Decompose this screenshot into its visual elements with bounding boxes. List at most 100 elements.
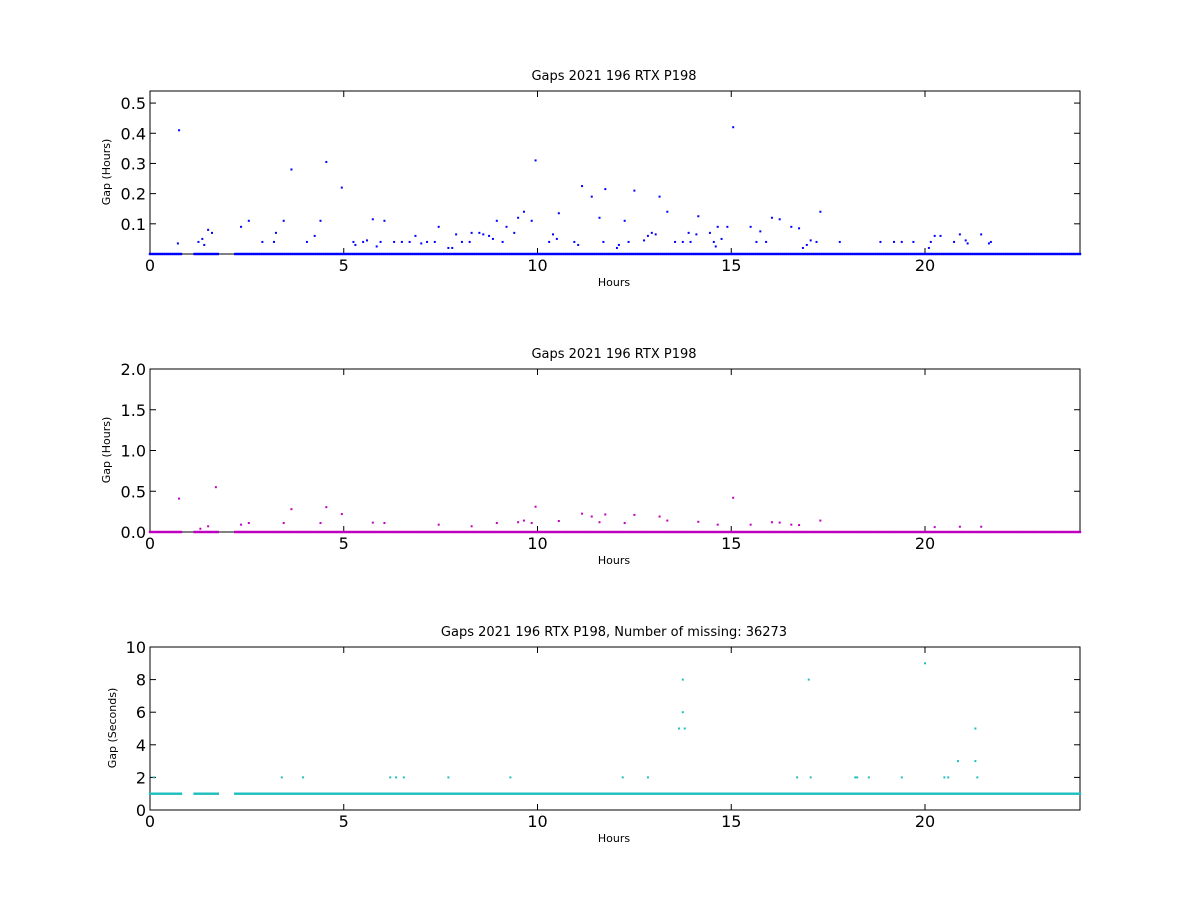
baseline-point bbox=[1018, 252, 1022, 256]
baseline-point bbox=[852, 792, 855, 795]
baseline-point bbox=[340, 252, 344, 256]
baseline-point bbox=[635, 792, 638, 795]
baseline-point bbox=[660, 252, 663, 256]
baseline-point bbox=[563, 530, 566, 534]
baseline-point bbox=[249, 252, 252, 256]
baseline-point bbox=[234, 530, 237, 534]
baseline-point bbox=[735, 792, 739, 795]
baseline-point bbox=[427, 252, 431, 256]
baseline-point bbox=[960, 252, 964, 256]
baseline-point bbox=[278, 792, 282, 795]
baseline-point bbox=[613, 792, 617, 795]
data-point bbox=[152, 776, 155, 779]
baseline-point bbox=[739, 252, 743, 256]
data-point bbox=[513, 231, 516, 234]
baseline-point bbox=[214, 252, 218, 256]
panel-1-xlabel: Hours bbox=[598, 276, 630, 289]
baseline-point bbox=[1076, 252, 1080, 256]
baseline-point bbox=[567, 252, 570, 256]
baseline-point bbox=[282, 530, 285, 534]
baseline-point bbox=[398, 792, 402, 795]
baseline-point bbox=[408, 792, 411, 795]
baseline-point bbox=[793, 530, 797, 534]
data-point bbox=[732, 126, 735, 129]
baseline-point bbox=[885, 792, 888, 795]
baseline-point bbox=[925, 252, 929, 256]
baseline-point bbox=[482, 530, 485, 534]
x-tick-label: 0 bbox=[145, 812, 155, 831]
baseline-point bbox=[621, 792, 624, 795]
baseline-point bbox=[668, 252, 671, 256]
data-point bbox=[280, 776, 283, 779]
baseline-point bbox=[788, 792, 791, 795]
baseline-point bbox=[354, 530, 357, 534]
data-point bbox=[712, 240, 715, 243]
baseline-point bbox=[854, 792, 857, 795]
baseline-point bbox=[749, 530, 752, 534]
baseline-point bbox=[530, 252, 533, 256]
baseline-point bbox=[160, 252, 163, 256]
baseline-point bbox=[532, 252, 535, 256]
baseline-point bbox=[542, 530, 545, 534]
baseline-point bbox=[976, 252, 979, 256]
baseline-point bbox=[675, 792, 679, 795]
data-point bbox=[517, 216, 520, 219]
baseline-point bbox=[623, 530, 626, 534]
panel-3-xlabel: Hours bbox=[598, 832, 630, 845]
baseline-point bbox=[811, 792, 814, 795]
baseline-point bbox=[598, 530, 601, 534]
baseline-point bbox=[788, 252, 791, 256]
baseline-point bbox=[1038, 792, 1041, 795]
baseline-point bbox=[348, 530, 351, 534]
baseline-point bbox=[259, 530, 262, 534]
baseline-point bbox=[910, 252, 913, 256]
baseline-point bbox=[449, 792, 452, 795]
data-point bbox=[989, 240, 992, 243]
baseline-point bbox=[883, 792, 886, 795]
y-tick-label: 0 bbox=[136, 801, 146, 820]
data-point bbox=[805, 243, 808, 246]
baseline-point bbox=[821, 530, 824, 534]
baseline-point bbox=[278, 530, 282, 534]
baseline-point bbox=[900, 530, 903, 534]
data-point bbox=[646, 776, 649, 779]
baseline-point bbox=[1069, 792, 1072, 795]
baseline-point bbox=[447, 792, 450, 795]
baseline-point bbox=[402, 530, 406, 534]
baseline-point bbox=[782, 252, 785, 256]
y-tick-label: 2.0 bbox=[121, 360, 146, 379]
baseline-point bbox=[338, 252, 342, 256]
baseline-point bbox=[166, 530, 169, 534]
baseline-point bbox=[573, 252, 576, 256]
baseline-point bbox=[164, 530, 167, 534]
baseline-point bbox=[460, 530, 464, 534]
data-point bbox=[695, 233, 698, 236]
baseline-point bbox=[838, 530, 841, 534]
baseline-point bbox=[437, 792, 440, 795]
baseline-point bbox=[1045, 252, 1049, 256]
baseline-point bbox=[937, 792, 940, 795]
baseline-point bbox=[1038, 530, 1041, 534]
baseline-point bbox=[958, 792, 962, 795]
baseline-point bbox=[950, 792, 954, 795]
baseline-point bbox=[902, 792, 905, 795]
baseline-point bbox=[714, 252, 717, 256]
y-tick-label: 0.3 bbox=[121, 154, 146, 173]
baseline-point bbox=[505, 792, 508, 795]
data-point bbox=[389, 776, 392, 779]
baseline-point bbox=[669, 792, 673, 795]
baseline-point bbox=[863, 530, 867, 534]
baseline-point bbox=[584, 252, 588, 256]
baseline-point bbox=[1049, 530, 1053, 534]
baseline-point bbox=[697, 792, 700, 795]
baseline-point bbox=[383, 252, 386, 256]
baseline-point bbox=[518, 530, 522, 534]
baseline-point bbox=[1005, 792, 1008, 795]
baseline-point bbox=[390, 252, 394, 256]
baseline-point bbox=[706, 252, 710, 256]
baseline-point bbox=[511, 792, 514, 795]
baseline-point bbox=[292, 792, 295, 795]
data-point bbox=[980, 525, 983, 528]
baseline-point bbox=[259, 252, 262, 256]
baseline-point bbox=[602, 792, 605, 795]
